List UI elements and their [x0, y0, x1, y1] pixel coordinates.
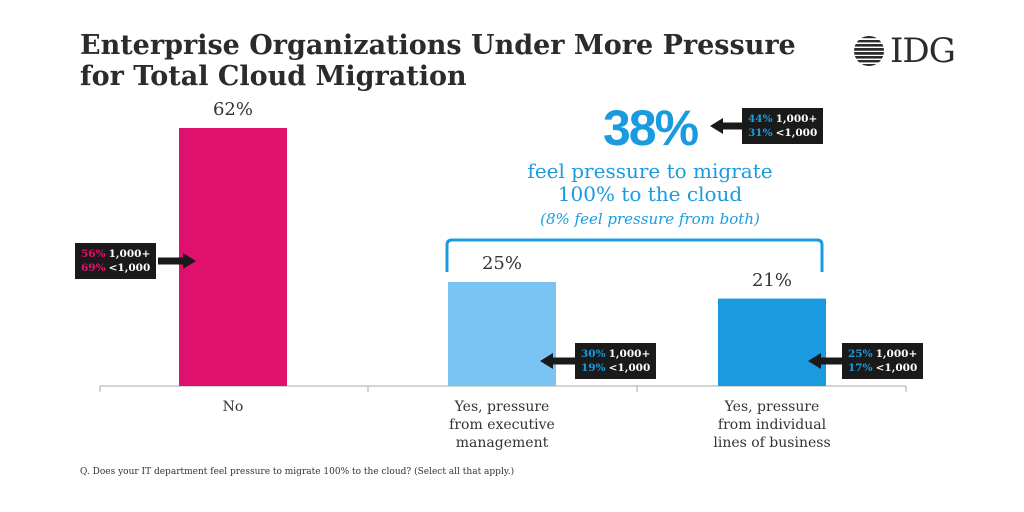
- globe-lines-icon: [854, 36, 884, 66]
- bar-3: [718, 298, 826, 386]
- highlight-note: (8% feel pressure from both): [540, 210, 760, 228]
- category-label: No: [222, 399, 244, 415]
- highlight-value: 38%: [602, 100, 699, 156]
- category-label: Yes, pressure from executive management: [449, 399, 555, 451]
- logo-text: IDG: [890, 31, 956, 71]
- callout-arrow-head: [183, 253, 196, 269]
- bar-value-label: 25%: [481, 252, 522, 274]
- callout-arrow-shaft: [552, 357, 575, 365]
- chart-title: Enterprise Organizations Under More Pres…: [80, 30, 840, 92]
- callout-arrow-head: [540, 353, 553, 369]
- category-label: Yes, pressure from individual lines of bus…: [713, 399, 831, 451]
- callout-box: 56% 1,000+ 69% <1,000: [75, 243, 157, 279]
- highlight-text: feel pressure to migrate 100% to the clo…: [500, 160, 800, 206]
- footnote: Q. Does your IT department feel pressure…: [80, 467, 515, 477]
- callout-box: 44% 1,000+ 31% <1,000: [742, 108, 824, 144]
- idg-logo: IDG: [852, 30, 967, 72]
- callout-arrow-head: [808, 353, 821, 369]
- bar-1: [179, 128, 287, 386]
- bar-value-label: 21%: [751, 269, 792, 291]
- callout-box: 25% 1,000+ 17% <1,000: [842, 343, 924, 379]
- chart-title-line1: Enterprise Organizations Under More Pres…: [80, 30, 796, 61]
- callout-arrow-shaft: [722, 122, 742, 130]
- bracket: [445, 238, 824, 272]
- highlight-text-line1: feel pressure to migrate: [527, 159, 773, 183]
- callout-arrow-shaft: [820, 357, 842, 365]
- callout-arrow-shaft: [158, 257, 184, 265]
- callout-arrow-head: [710, 118, 723, 134]
- bar-2: [448, 281, 556, 386]
- chart-title-line2: for Total Cloud Migration: [80, 61, 467, 92]
- callout-box: 30% 1,000+ 19% <1,000: [575, 343, 657, 379]
- highlight-text-line2: 100% to the cloud: [557, 182, 743, 206]
- bar-value-label: 62%: [212, 99, 253, 120]
